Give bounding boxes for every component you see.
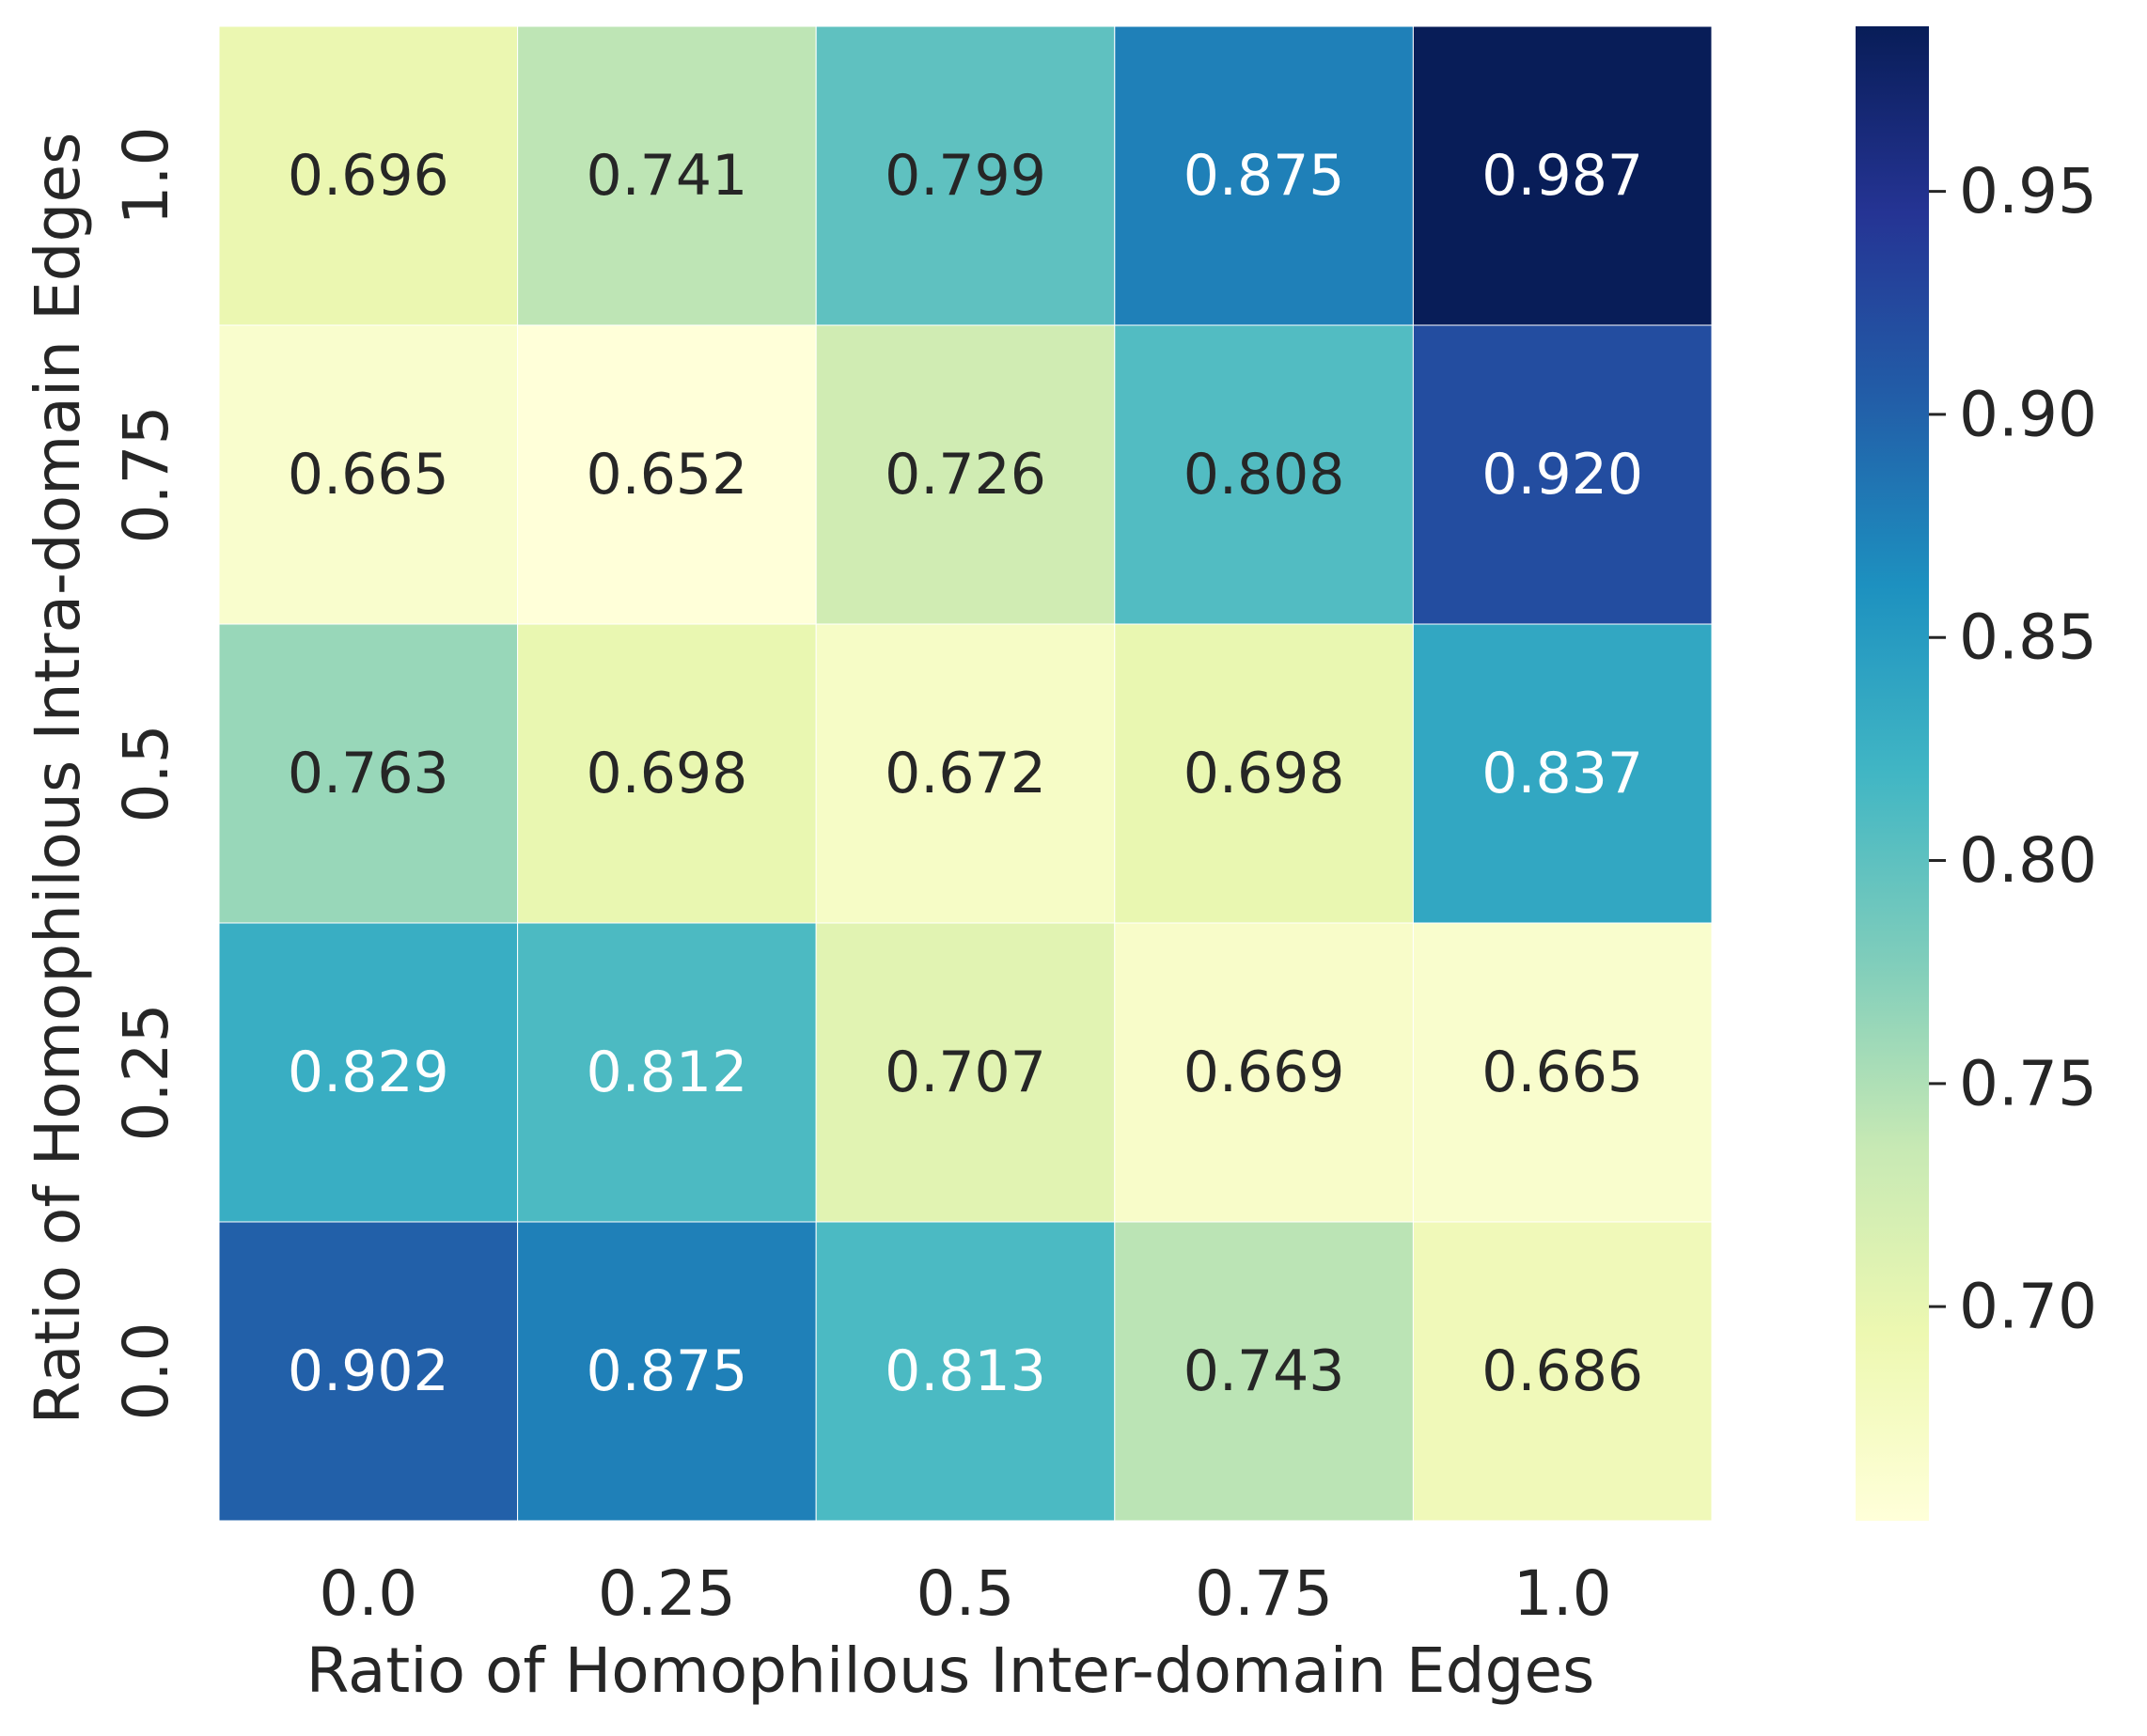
y-tick-label: 0.5 [110, 725, 182, 823]
y-tick-labels: 1.0 0.75 0.5 0.25 0.0 [110, 127, 182, 1421]
x-tick-label: 0.75 [1195, 1557, 1333, 1630]
x-tick-label: 0.5 [917, 1557, 1015, 1630]
heatmap-cell [1114, 25, 1414, 326]
y-axis-label: Ratio of Homophilous Intra-domain Edges [22, 133, 94, 1425]
cell-value-label: 0.829 [288, 1040, 449, 1105]
cell-value-label: 0.875 [1183, 143, 1345, 209]
heatmap-cells [218, 25, 1713, 1522]
cell-value-label: 0.741 [587, 143, 748, 209]
cell-value-label: 0.698 [1183, 741, 1345, 806]
heatmap-cell [815, 25, 1116, 326]
heatmap-cell [218, 1221, 519, 1522]
heatmap-cell [1412, 623, 1713, 924]
colorbar [1856, 26, 1929, 1521]
cell-value-label: 0.813 [885, 1338, 1046, 1404]
heatmap-cell [1114, 922, 1414, 1223]
x-tick-labels: 0.0 0.25 0.5 0.75 1.0 [319, 1557, 1611, 1630]
heatmap-cell [517, 623, 817, 924]
cell-value-label: 0.665 [288, 442, 449, 508]
cell-value-label: 0.763 [288, 741, 449, 806]
heatmap-cell [517, 922, 817, 1223]
cell-value-label: 0.799 [885, 143, 1046, 209]
heatmap-cell [517, 1221, 817, 1522]
cell-value-label: 0.652 [587, 442, 748, 508]
heatmap-cell [815, 324, 1116, 625]
y-tick-label: 0.75 [110, 406, 182, 544]
x-tick-label: 0.0 [319, 1557, 417, 1630]
heatmap-cell [815, 1221, 1116, 1522]
cell-annotations: 0.696 0.741 0.799 0.875 0.987 0.665 0.652 0.726… [288, 143, 1643, 1404]
cell-value-label: 0.875 [587, 1338, 748, 1404]
y-tick-label: 0.25 [110, 1004, 182, 1142]
y-tick-label: 0.0 [110, 1322, 182, 1421]
heatmap-cell [517, 324, 817, 625]
colorbar-tick-label: 0.90 [1959, 378, 2097, 450]
heatmap-cell [517, 25, 817, 326]
colorbar-tick-label: 0.85 [1959, 602, 2097, 674]
colorbar-ticks: 0.70 0.75 0.80 0.85 0.90 0.95 [1929, 155, 2097, 1343]
colorbar-tick-label: 0.75 [1959, 1047, 2097, 1119]
cell-value-label: 0.808 [1183, 442, 1345, 508]
colorbar-tick-label: 0.80 [1959, 824, 2097, 897]
heatmap-cell [218, 922, 519, 1223]
heatmap-cell [1412, 922, 1713, 1223]
heatmap-cell [1412, 324, 1713, 625]
cell-value-label: 0.669 [1183, 1040, 1345, 1105]
cell-value-label: 0.726 [885, 442, 1046, 508]
x-tick-label: 0.25 [598, 1557, 736, 1630]
x-tick-label: 1.0 [1513, 1557, 1612, 1630]
cell-value-label: 0.707 [885, 1040, 1046, 1105]
cell-value-label: 0.696 [288, 143, 449, 209]
x-axis-label: Ratio of Homophilous Inter-domain Edges [306, 1634, 1595, 1707]
cell-value-label: 0.902 [288, 1338, 449, 1404]
cell-value-label: 0.987 [1481, 143, 1643, 209]
cell-value-label: 0.743 [1183, 1338, 1345, 1404]
heatmap-cell [1412, 25, 1713, 326]
heatmap-cell [815, 922, 1116, 1223]
cell-value-label: 0.920 [1481, 442, 1643, 508]
heatmap-cell [1412, 1221, 1713, 1522]
cell-value-label: 0.812 [587, 1040, 748, 1105]
cell-value-label: 0.686 [1481, 1338, 1643, 1404]
cell-value-label: 0.672 [885, 741, 1046, 806]
heatmap-cell [815, 623, 1116, 924]
colorbar-tick-label: 0.95 [1959, 155, 2097, 227]
heatmap-cell [218, 324, 519, 625]
colorbar-tick-label: 0.70 [1959, 1271, 2097, 1343]
colorbar-gradient [1856, 26, 1929, 1521]
heatmap-cell [218, 25, 519, 326]
heatmap-cell [1114, 623, 1414, 924]
y-tick-label: 1.0 [110, 127, 182, 226]
cell-value-label: 0.698 [587, 741, 748, 806]
cell-value-label: 0.837 [1481, 741, 1643, 806]
cell-value-label: 0.665 [1481, 1040, 1643, 1105]
